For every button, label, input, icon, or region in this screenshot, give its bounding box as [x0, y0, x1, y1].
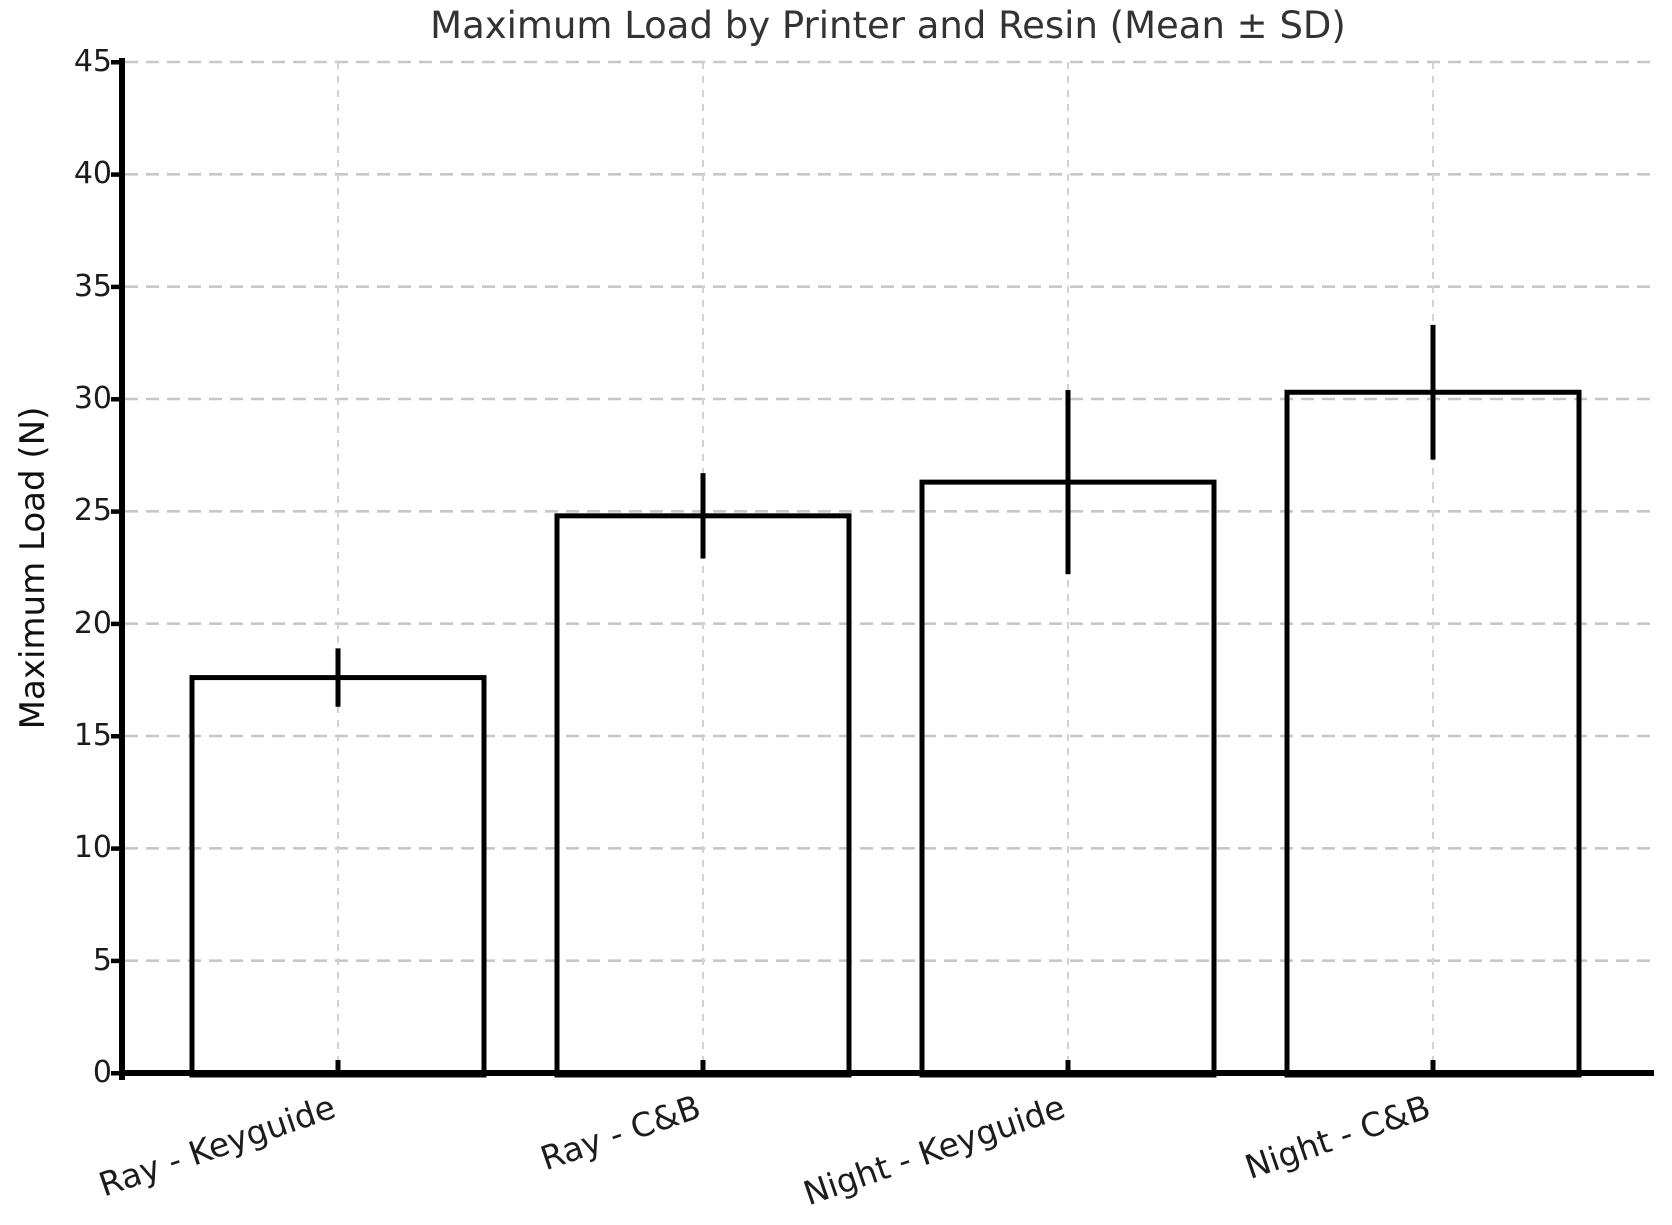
y-tick-label: 25 — [73, 493, 112, 529]
y-axis-spine — [119, 58, 125, 1080]
y-tick-label: 10 — [73, 830, 112, 866]
y-tick-label: 20 — [73, 605, 112, 641]
x-axis-spine — [119, 1070, 1654, 1076]
y-tick-label: 15 — [73, 718, 112, 753]
y-tick-label: 45 — [73, 44, 112, 79]
y-tick-label: 40 — [73, 156, 112, 192]
y-tick-mark — [111, 734, 119, 739]
x-tick-mark — [335, 1060, 341, 1070]
x-tick-mark — [1430, 1060, 1436, 1070]
y-tick-mark — [111, 60, 119, 65]
y-axis-label: Maximum Load (N) — [13, 406, 53, 730]
y-tick-mark — [111, 284, 119, 290]
y-tick-mark — [111, 621, 119, 627]
y-tick-mark — [111, 958, 119, 964]
y-tick-label: 5 — [92, 942, 112, 978]
y-tick-mark — [111, 509, 119, 514]
x-tick-mark — [700, 1060, 706, 1070]
y-tick-label: 30 — [73, 381, 112, 416]
y-tick-mark — [111, 172, 119, 177]
chart-title: Maximum Load by Printer and Resin (Mean … — [430, 4, 1346, 47]
y-tick-mark — [111, 1071, 119, 1076]
y-tick-mark — [111, 846, 119, 851]
y-tick-label: 35 — [73, 268, 112, 304]
y-tick-label: 0 — [92, 1055, 112, 1090]
x-tick-mark — [1065, 1060, 1071, 1070]
y-tick-mark — [111, 397, 119, 402]
